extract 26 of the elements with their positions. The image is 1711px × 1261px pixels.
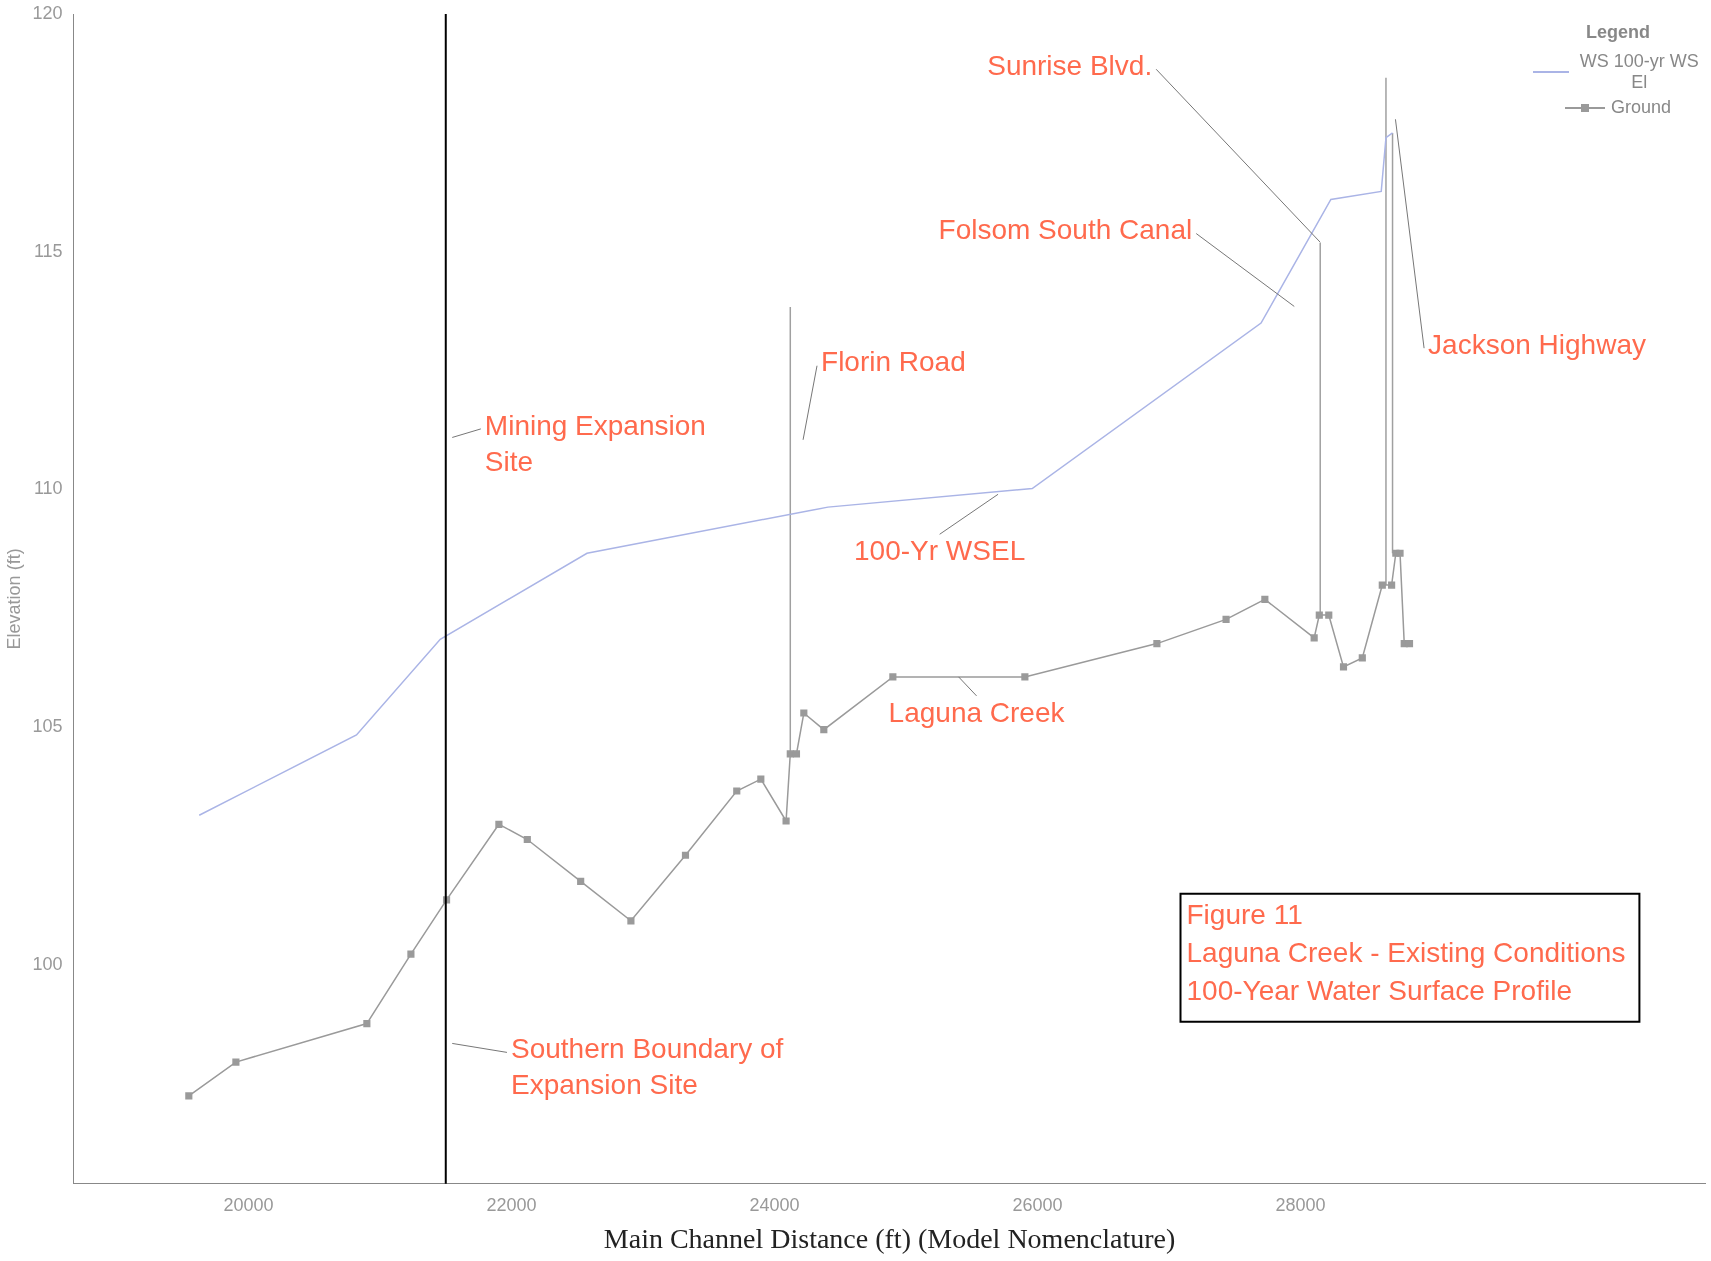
annotation: Jackson Highway xyxy=(1428,328,1646,360)
x-tick-label: 28000 xyxy=(1275,1194,1326,1215)
annotation: 100-Year Water Surface Profile xyxy=(1186,974,1572,1006)
y-tick-label: 100 xyxy=(32,954,63,975)
annotation: Mining Expansion Site xyxy=(484,409,706,477)
x-tick-label: 26000 xyxy=(1012,1194,1063,1215)
x-tick-label: 22000 xyxy=(486,1194,537,1215)
y-tick-label: 110 xyxy=(33,478,63,499)
y-axis-title: Elevation (ft) xyxy=(3,548,24,650)
y-tick-label: 115 xyxy=(33,240,63,261)
annotation: Sunrise Blvd. xyxy=(987,49,1153,81)
y-tick-label: 120 xyxy=(32,2,63,23)
legend-label: Ground xyxy=(1610,97,1672,118)
y-tick-label: 105 xyxy=(32,716,63,737)
annotation: Florin Road xyxy=(821,346,966,378)
text: Figure 11 xyxy=(1186,898,1303,930)
annotation: Laguna Creek xyxy=(888,696,1066,728)
text: Laguna Creek - Existing Conditions xyxy=(1186,936,1626,968)
annotation: Folsom South Canal xyxy=(938,214,1193,246)
x-tick-label: 20000 xyxy=(223,1194,274,1215)
annotation: Southern Boundary of Expansion Site xyxy=(510,1033,784,1101)
legend-title: Legend xyxy=(1585,22,1651,43)
x-tick-label: 24000 xyxy=(749,1194,800,1215)
annotation: 100-Yr WSEL xyxy=(854,535,1026,566)
x-axis-title: Main Channel Distance (ft) (Model Nomenclature) xyxy=(603,1222,1176,1254)
legend-label: WS 100-yr WS El xyxy=(1578,51,1700,93)
